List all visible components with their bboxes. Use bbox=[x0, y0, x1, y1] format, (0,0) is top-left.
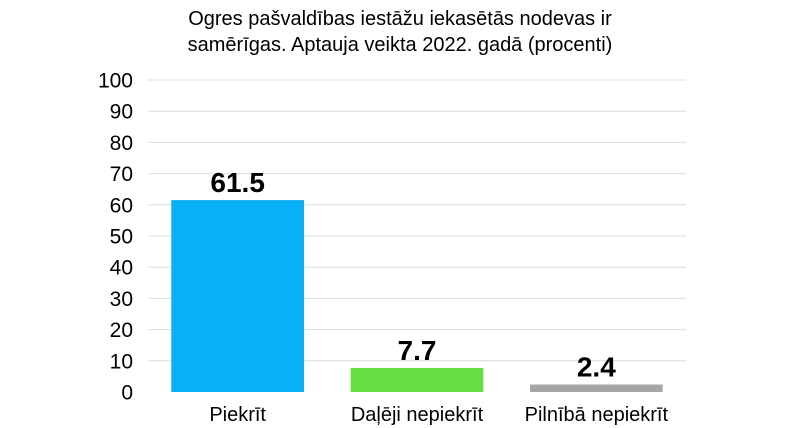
y-tick-label-30: 30 bbox=[110, 288, 133, 311]
x-category-label-2: Daļēji nepiekrīt bbox=[351, 404, 484, 426]
bar-3 bbox=[529, 384, 663, 392]
y-tick-label-60: 60 bbox=[110, 194, 133, 217]
y-axis: 0 10 20 30 40 50 60 70 80 90 100 bbox=[98, 70, 133, 405]
y-tick-label-10: 10 bbox=[110, 350, 133, 373]
bar-1 bbox=[171, 200, 305, 392]
y-tick-label-80: 80 bbox=[110, 132, 133, 155]
chart-title-line-2: samērīgas. Aptauja veikta 2022. gadā (pr… bbox=[187, 34, 613, 56]
y-tick-label-40: 40 bbox=[110, 257, 133, 280]
y-tick-label-50: 50 bbox=[110, 226, 133, 249]
y-tick-label-90: 90 bbox=[110, 101, 133, 124]
y-tick-label-20: 20 bbox=[110, 319, 133, 342]
x-category-label-3: Pilnībā nepiekrīt bbox=[525, 404, 669, 426]
bars bbox=[171, 200, 663, 392]
y-tick-label-70: 70 bbox=[110, 163, 133, 186]
y-tick-label-100: 100 bbox=[98, 70, 133, 93]
chart-title: Ogres pašvaldības iestāžu iekasētās node… bbox=[0, 6, 800, 58]
data-label-1: 61.5 bbox=[210, 167, 265, 198]
x-category-label-1: Piekrīt bbox=[209, 404, 266, 426]
y-tick-label-0: 0 bbox=[121, 382, 133, 405]
labels: 61.5 Piekrīt 7.7 Daļēji nepiekrīt 2.4 Pilnībā… bbox=[209, 167, 668, 426]
bar-2 bbox=[350, 367, 484, 392]
data-label-2: 7.7 bbox=[398, 335, 437, 366]
chart-title-line-1: Ogres pašvaldības iestāžu iekasētās node… bbox=[188, 8, 612, 30]
data-label-3: 2.4 bbox=[577, 352, 616, 383]
